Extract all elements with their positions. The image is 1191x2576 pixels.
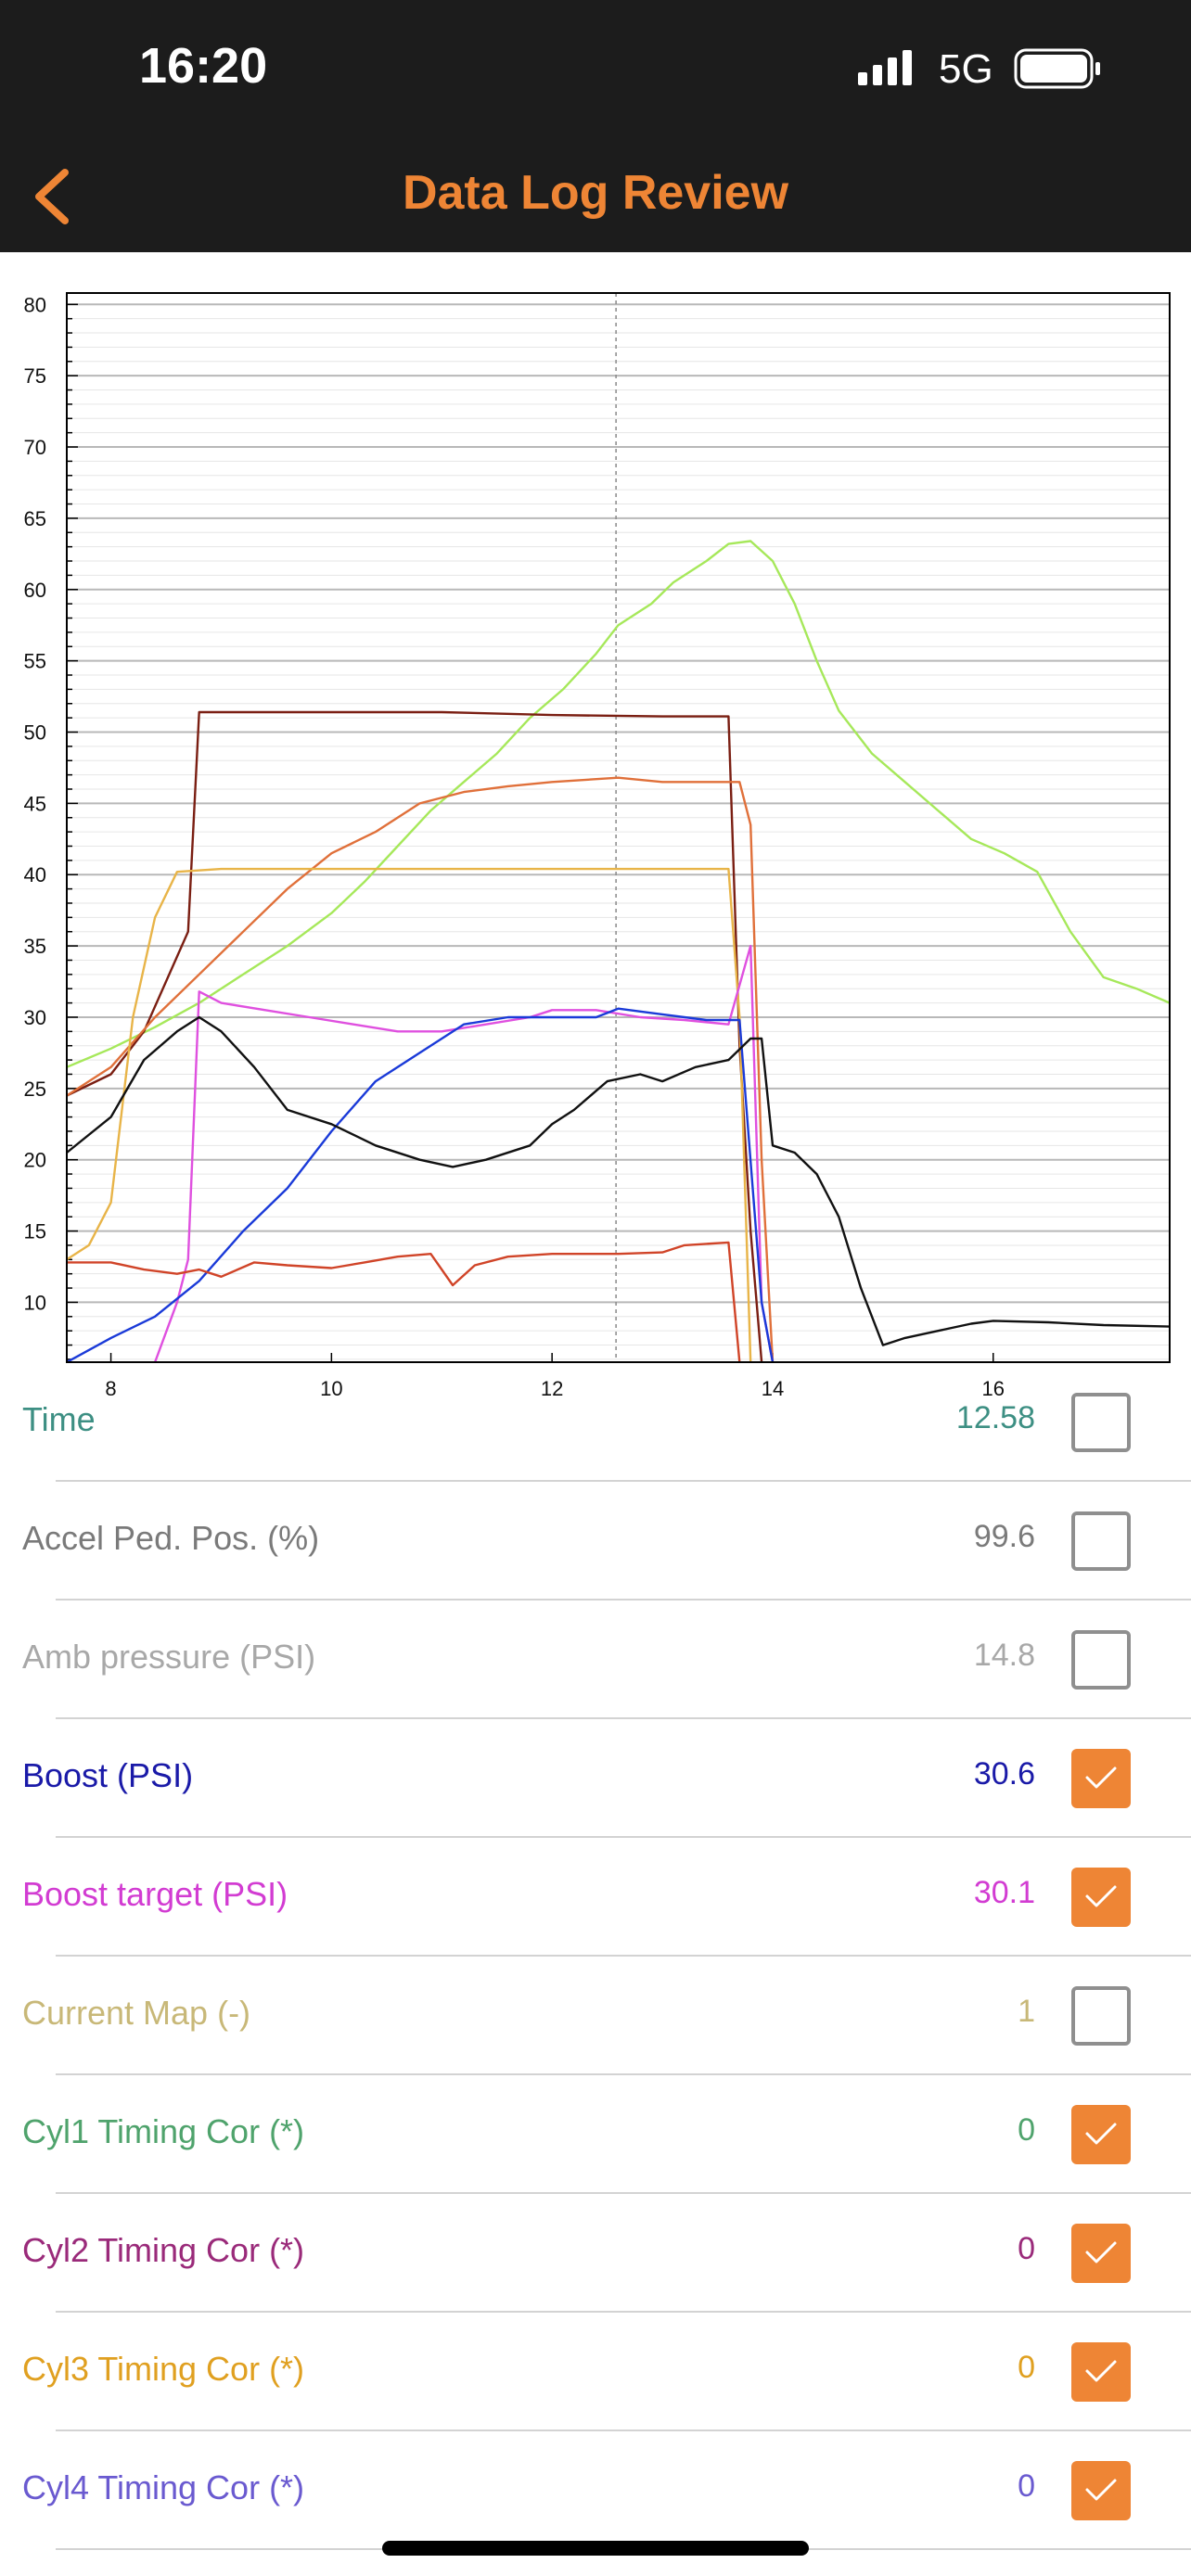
series-line	[67, 867, 752, 1362]
parameter-value: 0	[1018, 2468, 1035, 2504]
row-divider	[56, 1480, 1191, 1482]
parameter-value: 1	[1018, 1994, 1035, 2029]
parameter-value: 99.6	[973, 1519, 1035, 1554]
line-chart[interactable]: 80 75 70 65 60 55 50 45 40 35 30 25 20 15 10 8 10 12 14 16	[0, 252, 1191, 1402]
parameter-label: Accel Ped. Pos. (%)	[22, 1519, 320, 1557]
parameter-row[interactable]: Time 12.58	[0, 1363, 1191, 1482]
parameter-value: 12.58	[955, 1400, 1035, 1435]
back-button[interactable]	[19, 159, 93, 234]
parameter-checkbox[interactable]	[1071, 2461, 1131, 2520]
y-tick-label: 20	[24, 1149, 46, 1172]
signal-icon	[858, 50, 912, 85]
checkmark-icon	[1085, 2241, 1117, 2264]
y-tick-label: 50	[24, 721, 46, 744]
y-tick-label: 25	[24, 1078, 46, 1101]
checkmark-icon	[1085, 1766, 1117, 1789]
x-tick-label: 12	[541, 1377, 563, 1400]
parameter-label: Cyl3 Timing Cor (*)	[22, 2350, 305, 2388]
parameter-checkbox[interactable]	[1071, 1393, 1131, 1452]
parameter-checkbox[interactable]	[1071, 1630, 1131, 1690]
home-indicator	[382, 2541, 809, 2556]
parameter-checkbox[interactable]	[1071, 1986, 1131, 2046]
series-line	[67, 776, 775, 1362]
parameter-row[interactable]: Boost (PSI) 30.6	[0, 1719, 1191, 1838]
y-tick-label: 60	[24, 579, 46, 602]
row-divider	[56, 2073, 1191, 2075]
page-title: Data Log Review	[402, 166, 789, 220]
parameter-checkbox[interactable]	[1071, 2224, 1131, 2283]
row-divider	[56, 1955, 1191, 1957]
parameter-row[interactable]: Cyl1 Timing Cor (*) 0	[0, 2075, 1191, 2194]
parameter-value: 14.8	[973, 1638, 1035, 1673]
row-divider	[56, 2311, 1191, 2313]
parameter-list: Time 12.58 Accel Ped. Pos. (%) 99.6 Amb pres…	[0, 1363, 1191, 2550]
chart-area[interactable]: 80 75 70 65 60 55 50 45 40 35 30 25 20 15 10 8 10 12 14 16	[0, 252, 1191, 1402]
status-time: 16:20	[139, 38, 268, 94]
y-tick-label: 30	[24, 1006, 46, 1029]
y-tick-label: 70	[24, 436, 46, 459]
y-tick-label: 55	[24, 650, 46, 673]
parameter-checkbox[interactable]	[1071, 1511, 1131, 1571]
parameter-checkbox[interactable]	[1071, 1749, 1131, 1808]
parameter-checkbox[interactable]	[1071, 2105, 1131, 2164]
checkmark-icon	[1085, 2479, 1117, 2501]
parameter-value: 30.1	[973, 1875, 1035, 1910]
parameter-row[interactable]: Accel Ped. Pos. (%) 99.6	[0, 1482, 1191, 1600]
network-label: 5G	[939, 46, 993, 92]
parameter-row[interactable]: Boost target (PSI) 30.1	[0, 1838, 1191, 1957]
parameter-checkbox[interactable]	[1071, 1868, 1131, 1927]
navigation-bar: Data Log Review	[0, 139, 1191, 252]
row-divider	[56, 2429, 1191, 2431]
parameter-label: Time	[22, 1400, 96, 1438]
series-line	[67, 1007, 775, 1362]
plot-border	[66, 292, 1171, 1363]
series-line	[67, 1015, 1170, 1346]
plot-background	[67, 293, 1170, 1362]
checkmark-icon	[1085, 1885, 1117, 1907]
parameter-label: Cyl2 Timing Cor (*)	[22, 2231, 305, 2269]
parameter-label: Cyl1 Timing Cor (*)	[22, 2112, 305, 2150]
parameter-checkbox[interactable]	[1071, 2342, 1131, 2402]
row-divider	[56, 2192, 1191, 2194]
parameter-row[interactable]: Cyl3 Timing Cor (*) 0	[0, 2313, 1191, 2431]
parameter-value: 0	[1018, 2112, 1035, 2148]
series-line	[67, 1241, 741, 1362]
parameter-row[interactable]: Current Map (-) 1	[0, 1957, 1191, 2075]
parameter-row[interactable]: Cyl2 Timing Cor (*) 0	[0, 2194, 1191, 2313]
checkmark-icon	[1085, 2360, 1117, 2382]
parameter-label: Amb pressure (PSI)	[22, 1638, 316, 1676]
row-divider	[56, 1599, 1191, 1600]
y-tick-label: 15	[24, 1220, 46, 1243]
parameter-label: Cyl4 Timing Cor (*)	[22, 2468, 305, 2506]
x-tick-label: 14	[762, 1377, 784, 1400]
row-divider	[56, 1717, 1191, 1719]
parameter-label: Boost (PSI)	[22, 1756, 194, 1794]
y-tick-label: 80	[24, 293, 46, 316]
y-tick-label: 75	[24, 364, 46, 388]
series-line	[67, 540, 1170, 1068]
status-bar: 16:20 5G	[0, 0, 1191, 139]
parameter-label: Current Map (-)	[22, 1994, 251, 2032]
parameter-value: 30.6	[973, 1756, 1035, 1792]
y-tick-label: 10	[24, 1291, 46, 1314]
x-tick-label: 8	[105, 1377, 116, 1400]
series-line	[153, 944, 775, 1362]
battery-icon	[1014, 48, 1100, 89]
y-tick-label: 65	[24, 507, 46, 530]
parameter-value: 0	[1018, 2231, 1035, 2266]
chevron-left-icon	[35, 169, 69, 224]
row-divider	[56, 1836, 1191, 1838]
parameter-value: 0	[1018, 2350, 1035, 2385]
y-tick-label: 40	[24, 863, 46, 886]
y-tick-label: 35	[24, 935, 46, 958]
x-tick-label: 16	[982, 1377, 1005, 1400]
parameter-row[interactable]: Cyl4 Timing Cor (*) 0	[0, 2431, 1191, 2550]
parameter-row[interactable]: Amb pressure (PSI) 14.8	[0, 1600, 1191, 1719]
checkmark-icon	[1085, 2123, 1117, 2145]
x-tick-label: 10	[320, 1377, 342, 1400]
parameter-label: Boost target (PSI)	[22, 1875, 288, 1913]
y-tick-label: 45	[24, 792, 46, 815]
